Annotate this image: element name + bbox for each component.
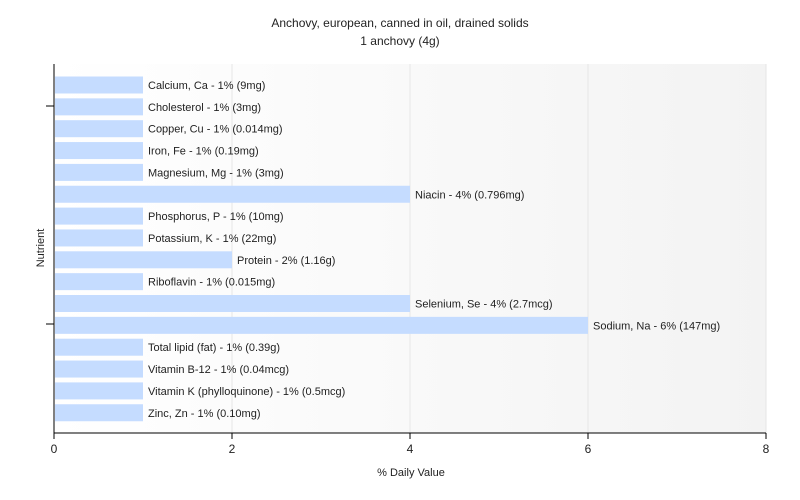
bar bbox=[55, 185, 410, 203]
bar bbox=[55, 273, 143, 291]
bars bbox=[55, 76, 588, 422]
y-axis-title: Nutrient bbox=[35, 229, 47, 268]
bar bbox=[55, 76, 143, 94]
bar-label: Magnesium, Mg - 1% (3mg) bbox=[148, 167, 284, 179]
x-axis-title: % Daily Value bbox=[377, 467, 445, 479]
bar-label: Potassium, K - 1% (22mg) bbox=[148, 233, 276, 245]
bar bbox=[55, 338, 143, 356]
bar bbox=[55, 404, 143, 422]
bar-label: Iron, Fe - 1% (0.19mg) bbox=[148, 146, 259, 158]
x-ticks: 0 2 4 6 8 bbox=[51, 433, 770, 456]
bar-label: Riboflavin - 1% (0.015mg) bbox=[148, 277, 275, 289]
bar-label: Phosphorus, P - 1% (10mg) bbox=[148, 211, 284, 223]
bar bbox=[55, 316, 588, 334]
bar bbox=[55, 360, 143, 378]
bar bbox=[55, 142, 143, 160]
x-tick-label: 4 bbox=[407, 442, 414, 456]
grid-lines bbox=[231, 64, 767, 433]
bar bbox=[55, 295, 410, 312]
bar-label: Zinc, Zn - 1% (0.10mg) bbox=[148, 408, 260, 420]
bar bbox=[55, 120, 143, 138]
bar-label: Copper, Cu - 1% (0.014mg) bbox=[148, 124, 283, 136]
bar bbox=[55, 229, 143, 247]
bar-label: Niacin - 4% (0.796mg) bbox=[415, 189, 524, 201]
bar bbox=[55, 163, 143, 181]
bar-label: Vitamin K (phylloquinone) - 1% (0.5mcg) bbox=[148, 386, 345, 398]
x-tick-label: 2 bbox=[229, 442, 236, 456]
x-tick-label: 6 bbox=[585, 442, 592, 456]
bar bbox=[55, 382, 143, 400]
bar-label: Calcium, Ca - 1% (9mg) bbox=[148, 80, 265, 92]
bar bbox=[55, 251, 232, 269]
bar-label: Selenium, Se - 4% (2.7mcg) bbox=[415, 299, 553, 311]
bar bbox=[55, 207, 143, 225]
x-tick-label: 8 bbox=[763, 442, 770, 456]
bar-label: Vitamin B-12 - 1% (0.04mcg) bbox=[148, 364, 289, 376]
bar bbox=[55, 98, 143, 116]
bar-label: Total lipid (fat) - 1% (0.39g) bbox=[148, 342, 280, 354]
bar-label: Protein - 2% (1.16g) bbox=[237, 255, 335, 267]
chart-title: Anchovy, european, canned in oil, draine… bbox=[271, 16, 528, 30]
chart-subtitle: 1 anchovy (4g) bbox=[360, 34, 439, 48]
bar-label: Cholesterol - 1% (3mg) bbox=[148, 102, 261, 114]
bar-label: Sodium, Na - 6% (147mg) bbox=[593, 320, 720, 332]
x-tick-label: 0 bbox=[51, 442, 58, 456]
bar-labels: Calcium, Ca - 1% (9mg) Cholesterol - 1% (… bbox=[148, 80, 720, 420]
